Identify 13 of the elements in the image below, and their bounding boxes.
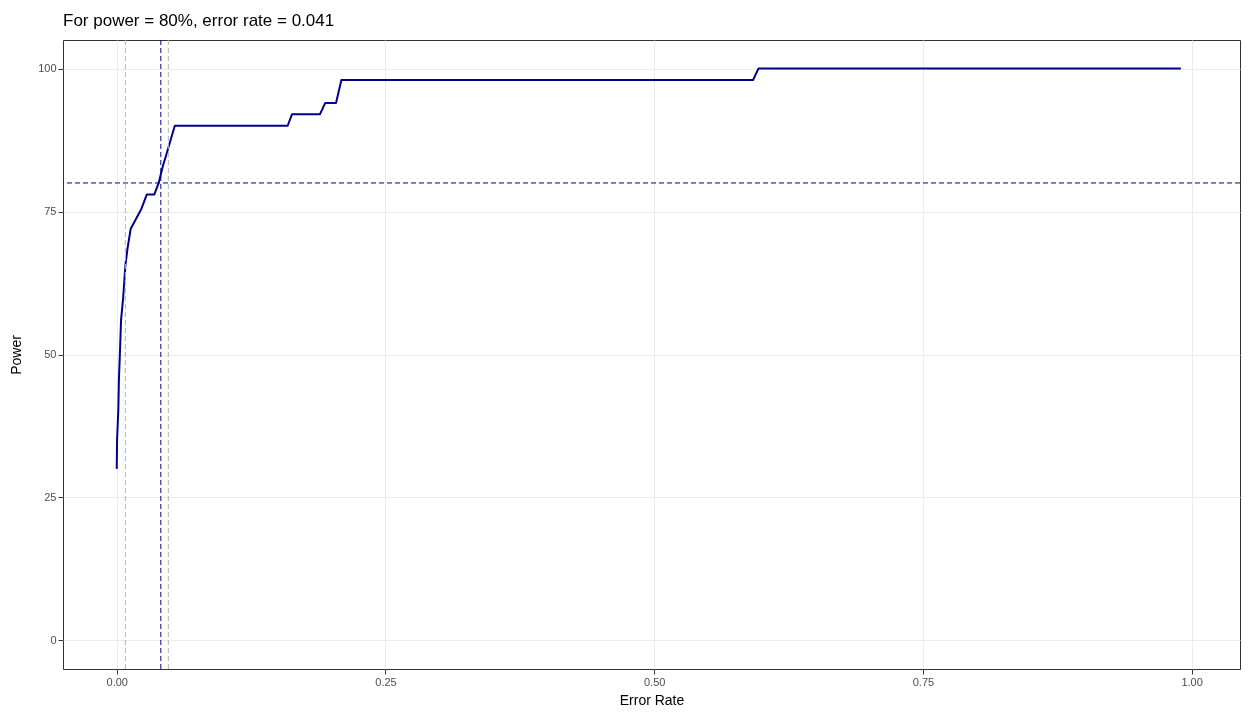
x-tick-label: 0.75 [912,675,935,688]
x-tick-label: 0.50 [643,675,666,688]
y-axis-title: Power [8,334,25,375]
y-tick-label: 100 [38,62,57,75]
y-tick-label: 75 [44,205,57,218]
x-tick-label: 1.00 [1181,675,1203,688]
x-tick-label: 0.00 [106,675,128,688]
y-tick-label: 50 [44,348,57,360]
chart-title: For power = 80%, error rate = 0.041 [63,10,335,30]
y-tick-label: 0 [50,633,57,646]
y-tick-label: 25 [44,490,57,503]
x-axis-title: Error Rate [619,691,685,708]
x-tick-label: 0.25 [375,675,397,688]
